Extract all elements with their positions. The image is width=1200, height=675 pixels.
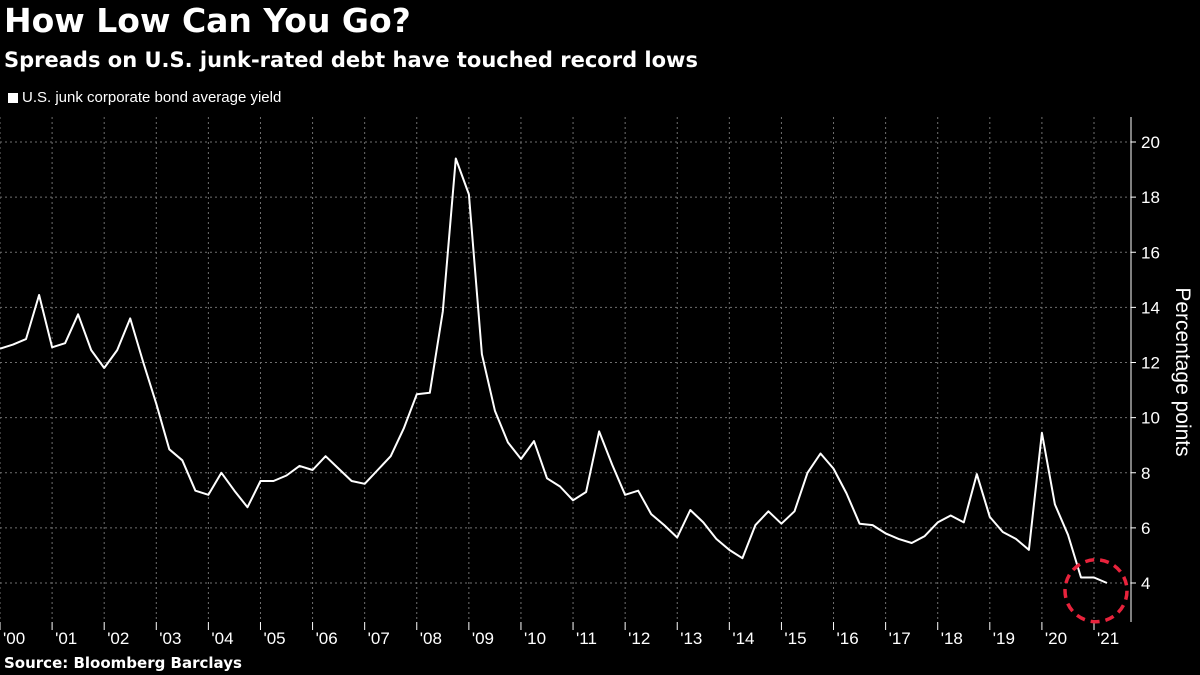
y-tick-label: 18 xyxy=(1141,188,1160,207)
grid xyxy=(0,117,1131,622)
x-tick-label: '02 xyxy=(107,629,129,648)
x-tick-label: '07 xyxy=(368,629,390,648)
x-tick-label: '08 xyxy=(420,629,442,648)
y-tick-label: 4 xyxy=(1141,574,1150,593)
y-tick-label: 20 xyxy=(1141,133,1160,152)
x-tick-label: '00 xyxy=(3,629,25,648)
x-tick-label: '15 xyxy=(784,629,806,648)
x-tick-label: '16 xyxy=(837,629,859,648)
x-tick-label: '19 xyxy=(993,629,1015,648)
x-tick-label: '13 xyxy=(680,629,702,648)
x-tick-label: '01 xyxy=(55,629,77,648)
y-tick-label: 14 xyxy=(1141,298,1160,317)
y-tick-label: 10 xyxy=(1141,409,1160,428)
y-axis-title: Percentage points xyxy=(1171,287,1194,456)
series-line xyxy=(0,157,1108,584)
highlight-circle xyxy=(1063,558,1129,624)
y-tick-label: 8 xyxy=(1141,464,1150,483)
chart-subtitle: Spreads on U.S. junk-rated debt have tou… xyxy=(4,48,698,72)
x-tick-label: '10 xyxy=(524,629,546,648)
y-tick-label: 6 xyxy=(1141,519,1150,538)
x-tick-label: '12 xyxy=(628,629,650,648)
x-tick-label: '20 xyxy=(1045,629,1067,648)
chart-title: How Low Can You Go? xyxy=(4,1,411,40)
x-tick-label: '09 xyxy=(472,629,494,648)
y-tick-label: 16 xyxy=(1141,243,1160,262)
x-tick-label: '05 xyxy=(263,629,285,648)
x-tick-label: '04 xyxy=(211,629,233,648)
legend-label: U.S. junk corporate bond average yield xyxy=(22,89,282,106)
series-layer xyxy=(0,157,1108,584)
axes: 4 6 8 10 12 14 16 18 20 '00 '01 '02 '03 '04 '05 '06 '07 '… xyxy=(0,117,1194,648)
x-tick-label: '14 xyxy=(732,629,754,648)
x-tick-label: '03 xyxy=(159,629,181,648)
x-tick-label: '11 xyxy=(576,629,597,648)
x-tick-label: '21 xyxy=(1097,629,1119,648)
y-tick-label: 12 xyxy=(1141,354,1160,373)
x-tick-label: '18 xyxy=(941,629,963,648)
annotations xyxy=(1063,558,1129,624)
x-tick-label: '06 xyxy=(316,629,338,648)
x-tick-label: '17 xyxy=(889,629,911,648)
source-note: Source: Bloomberg Barclays xyxy=(4,654,242,672)
legend: U.S. junk corporate bond average yield xyxy=(8,89,281,106)
legend-swatch xyxy=(8,92,18,103)
